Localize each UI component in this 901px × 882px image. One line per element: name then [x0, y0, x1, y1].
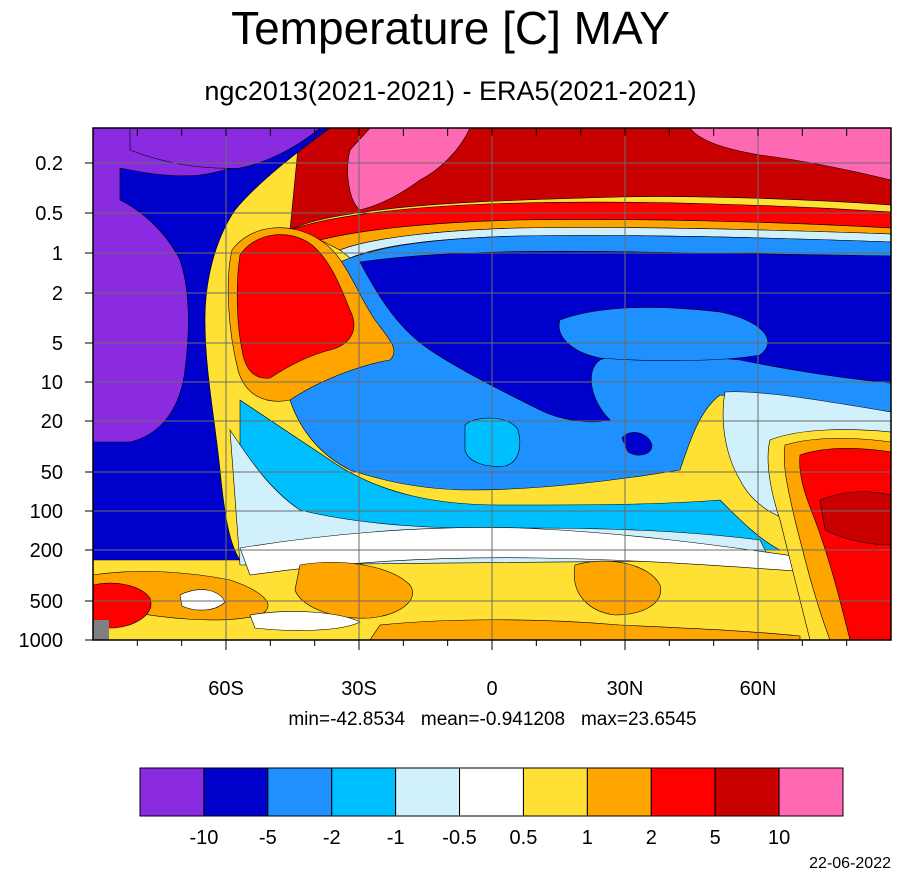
colorbar-swatch: [650, 767, 716, 817]
colorbar-label: 2: [646, 827, 657, 849]
y-tick-labels: 0.2 0.5 1 2 5 10 20 50 100 200 500 1000: [19, 153, 64, 652]
colorbar-swatch: [522, 767, 588, 817]
chart-title: Temperature [C] MAY: [231, 2, 670, 54]
statistics-text: min=-42.8534 mean=-0.941208 max=23.6545: [288, 709, 697, 730]
colorbar-label: 5: [710, 827, 721, 849]
y-tick-label: 20: [41, 411, 63, 433]
colorbar-label: -5: [259, 827, 277, 849]
colorbar-label: -1: [387, 827, 405, 849]
x-tick-label: 60S: [208, 678, 244, 700]
colorbar-swatch: [714, 767, 780, 817]
y-tick-label: 0.2: [35, 153, 63, 175]
grid-lines: [93, 128, 891, 640]
colorbar-label: -10: [189, 827, 218, 849]
x-tick-label: 30S: [341, 678, 377, 700]
region-darkblue-small: [621, 432, 653, 456]
colorbar: [139, 767, 844, 817]
colorbar-label: 0.5: [510, 827, 538, 849]
y-tick-label: 2: [52, 283, 63, 305]
region-pink-top-right: [689, 128, 891, 181]
colorbar-swatch: [203, 767, 269, 817]
region-blue-island-30n: [558, 307, 769, 361]
region-orange-bottom: [369, 619, 801, 640]
y-tick-label: 0.5: [35, 203, 63, 225]
colorbar-labels: -10 -5 -2 -1 -0.5 0.5 1 2 5 10: [189, 827, 790, 849]
colorbar-swatch: [395, 767, 461, 817]
axis-ticks: [85, 128, 848, 650]
y-tick-label: 50: [41, 462, 63, 484]
y-tick-label: 1000: [19, 630, 64, 652]
y-tick-label: 10: [41, 372, 63, 394]
colorbar-swatch: [267, 767, 333, 817]
y-tick-label: 1: [52, 243, 63, 265]
region-pink-top-left: [347, 128, 471, 211]
colorbar-swatch: [139, 767, 205, 817]
colorbar-swatch: [778, 767, 844, 817]
region-purple-top: [129, 128, 321, 169]
chart-subtitle: ngc2013(2021-2021) - ERA5(2021-2021): [204, 76, 697, 106]
colorbar-swatch: [331, 767, 397, 817]
x-tick-labels: 60S 30S 0 30N 60N: [208, 678, 776, 700]
colorbar-swatch: [586, 767, 652, 817]
y-tick-label: 200: [30, 540, 63, 562]
region-red-dome: [236, 234, 355, 379]
region-red-lower-left: [93, 582, 152, 629]
x-tick-label: 30N: [607, 678, 644, 700]
date-stamp: 22-06-2022: [809, 855, 891, 872]
region-white-lower: [249, 611, 361, 631]
x-tick-label: 60N: [740, 678, 777, 700]
colorbar-swatch: [459, 767, 524, 817]
colorbar-label: 10: [768, 827, 790, 849]
y-tick-label: 5: [52, 333, 63, 355]
colorbar-label: 1: [582, 827, 593, 849]
region-darkred-north: [819, 491, 891, 546]
region-purple-south: [93, 128, 301, 443]
colorbar-label: -2: [323, 827, 341, 849]
region-topography: [93, 620, 109, 640]
y-tick-label: 100: [30, 501, 63, 523]
y-tick-label: 500: [30, 591, 63, 613]
x-tick-label: 0: [486, 678, 497, 700]
region-white-lower-2: [179, 589, 226, 611]
colorbar-label: -0.5: [442, 827, 476, 849]
